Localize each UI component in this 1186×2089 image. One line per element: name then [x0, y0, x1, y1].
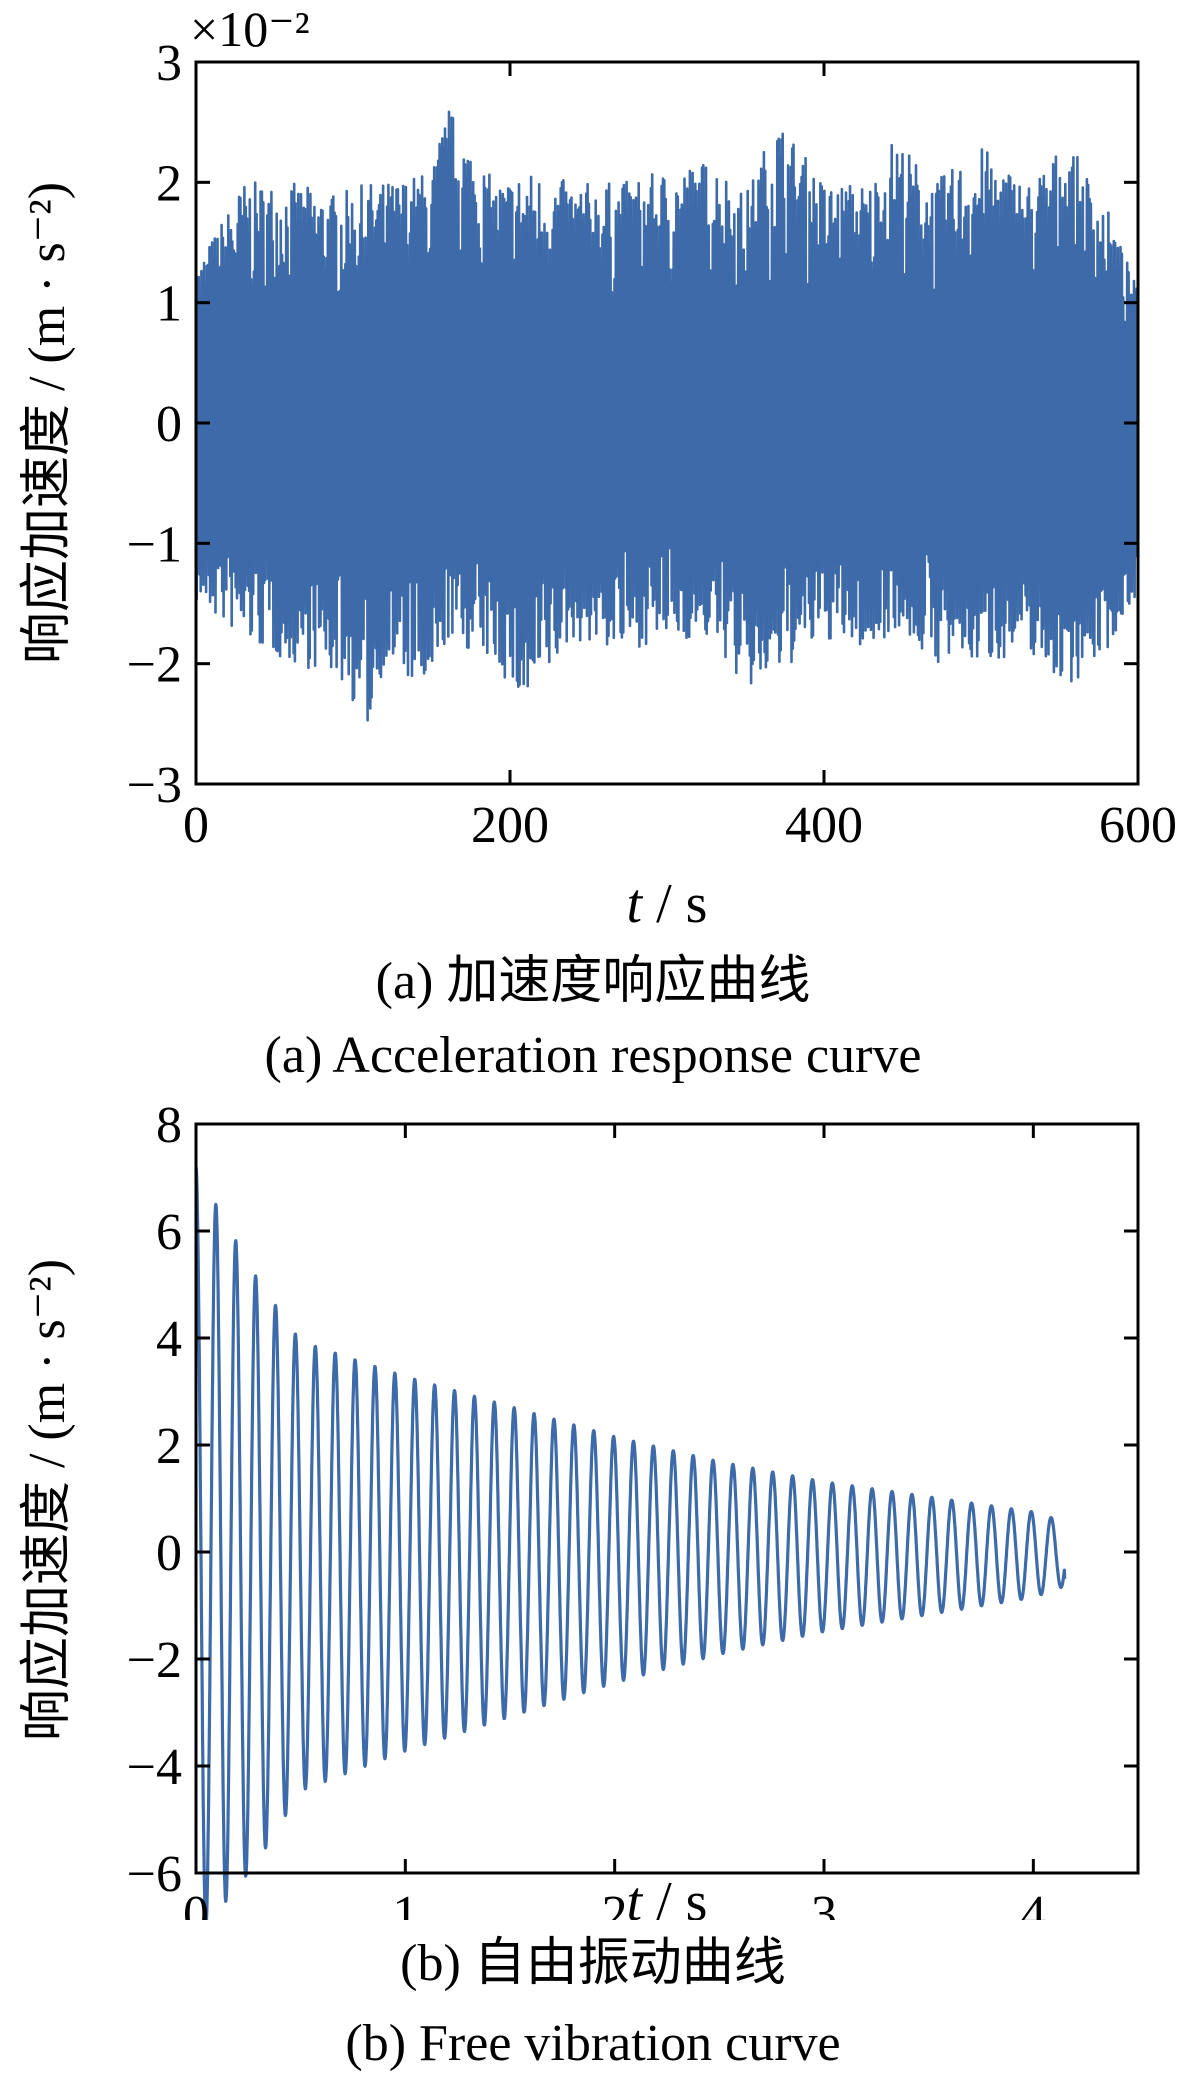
chart-a-y-tick-label: 3	[156, 35, 182, 92]
chart-b-x-axis-var: t	[627, 1871, 644, 1920]
chart-a-ticks: 0 200 400 600 −3 −2 −1 0 1 2 3	[127, 35, 1177, 854]
chart-b-series-line	[194, 1166, 1067, 1920]
chart-a-y-tick-label: 0	[156, 396, 182, 453]
chart-b-x-tick-label: 0	[183, 1886, 209, 1920]
chart-b-y-tick-label: 4	[156, 1311, 182, 1368]
chart-a-y-tick-label: −2	[127, 637, 182, 694]
chart-b-x-tick-label: 4	[1020, 1886, 1046, 1920]
chart-b-y-tick-label: 2	[156, 1418, 182, 1475]
chart-b-y-tick-label: −2	[127, 1632, 182, 1689]
chart-a-x-tick-label: 0	[183, 797, 209, 854]
chart-b-free-vibration-trace	[194, 1166, 1067, 1920]
caption-b-english: (b) Free vibration curve	[345, 2015, 841, 2072]
chart-b-x-axis-unit: / s	[642, 1871, 707, 1920]
chart-b-y-tick-label: 6	[156, 1204, 182, 1261]
chart-b-y-tick-label: −4	[127, 1739, 182, 1796]
chart-b-y-axis-label: 响应加速度 / (m · s⁻²)	[19, 1259, 76, 1741]
chart-b-ticks: 0 1 2 3 4 −6 −4 −2 0 2 4 6 8	[127, 1097, 1138, 1920]
chart-a-y-tick-label: −3	[127, 757, 182, 814]
figure-b: 0 1 2 3 4 −6 −4 −2 0 2 4 6 8 响应加速度 / (m · s⁻²) t / s…	[0, 1090, 1186, 2089]
chart-b-x-tick-label: 3	[811, 1886, 837, 1920]
chart-b-plot-frame	[194, 1122, 1140, 1875]
chart-a-acceleration-trace	[194, 110, 1140, 722]
chart-b-x-tick-label: 1	[392, 1886, 418, 1920]
chart-a-y-tick-label: 1	[156, 276, 182, 333]
chart-a-x-axis-var: t	[627, 873, 644, 935]
chart-a: 0 200 400 600 −3 −2 −1 0 1 2 3 ×10⁻² 响应加速度 / (m · …	[19, 1, 1177, 935]
chart-b-x-tick-label: 2	[602, 1886, 628, 1920]
caption-a-english: (a) Acceleration response curve	[264, 1027, 922, 1084]
chart-a-x-tick-label: 600	[1099, 797, 1177, 854]
chart-a-y-axis-label: 响应加速度 / (m · s⁻²)	[19, 182, 76, 664]
chart-a-exponent-label: ×10⁻²	[190, 1, 310, 57]
chart-a-y-tick-label: 2	[156, 155, 182, 212]
chart-b-y-tick-label: 0	[156, 1525, 182, 1582]
chart-b-y-tick-label: −6	[127, 1846, 182, 1903]
caption-b-chinese: (b) 自由振动曲线	[400, 1935, 786, 1992]
chart-a-series-line	[194, 110, 1140, 722]
chart-a-x-axis-label: t / s	[627, 873, 708, 935]
chart-b-x-axis-label: t / s	[627, 1871, 708, 1920]
caption-a-chinese: (a) 加速度响应曲线	[375, 953, 811, 1010]
chart-b-y-tick-label: 8	[156, 1097, 182, 1154]
chart-a-x-tick-label: 200	[471, 797, 549, 854]
chart-a-y-tick-label: −1	[127, 516, 182, 573]
chart-a-x-tick-label: 400	[785, 797, 863, 854]
chart-b: 0 1 2 3 4 −6 −4 −2 0 2 4 6 8 响应加速度 / (m · s⁻²) t / s	[19, 1097, 1140, 1920]
chart-a-x-axis-unit: / s	[642, 873, 707, 935]
figure-a: 0 200 400 600 −3 −2 −1 0 1 2 3 ×10⁻² 响应加速度 / (m · …	[19, 1, 1177, 1084]
